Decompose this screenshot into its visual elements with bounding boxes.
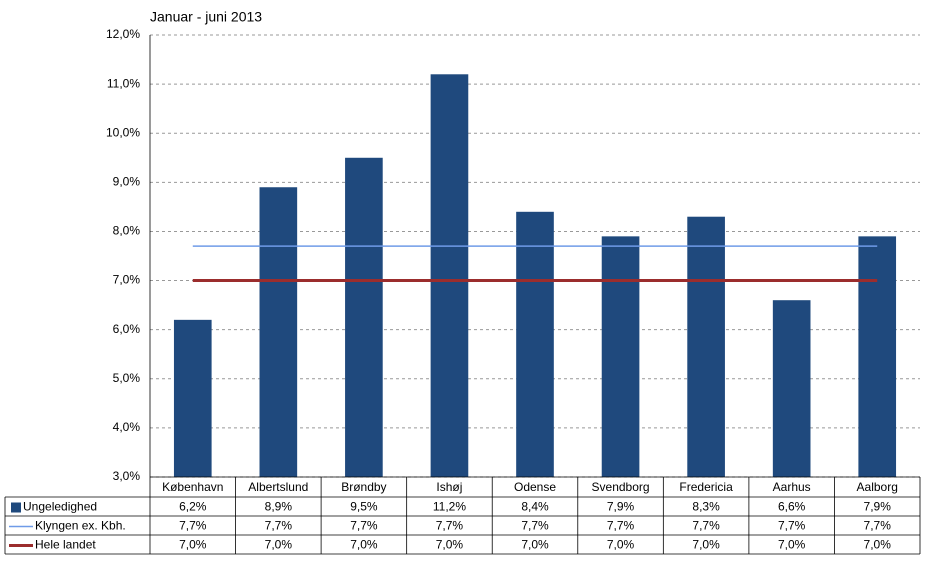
y-tick-label: 9,0% xyxy=(113,175,141,189)
legend-label: Hele landet xyxy=(35,538,96,552)
table-cell: 8,4% xyxy=(521,500,549,514)
table-cell: 9,5% xyxy=(350,500,378,514)
bar xyxy=(345,157,383,477)
table-cell: 7,7% xyxy=(864,519,892,533)
y-tick-label: 7,0% xyxy=(113,273,141,287)
table-cell: 7,7% xyxy=(179,519,207,533)
table-cell: 7,7% xyxy=(521,519,549,533)
table-cell: 7,0% xyxy=(436,538,464,552)
x-tick-label: Ishøj xyxy=(436,480,462,494)
table-cell: 7,7% xyxy=(692,519,720,533)
table-cell: 7,0% xyxy=(350,538,378,552)
table-cell: 7,0% xyxy=(521,538,549,552)
y-tick-label: 8,0% xyxy=(113,224,141,238)
legend-key xyxy=(11,502,21,513)
table-cell: 7,0% xyxy=(179,538,207,552)
x-tick-label: Brøndby xyxy=(341,480,386,494)
chart-title: Januar - juni 2013 xyxy=(150,9,262,25)
x-tick-label: Albertslund xyxy=(248,480,308,494)
table-cell: 8,3% xyxy=(692,500,720,514)
bar xyxy=(173,319,212,477)
table-cell: 7,0% xyxy=(607,538,635,552)
table-cell: 6,2% xyxy=(179,500,207,514)
x-tick-label: Fredericia xyxy=(679,480,733,494)
legend-label: Ungeledighed xyxy=(23,500,97,514)
x-tick-label: Aarhus xyxy=(773,480,811,494)
x-tick-label: Aalborg xyxy=(857,480,898,494)
table-cell: 7,9% xyxy=(864,500,892,514)
y-tick-label: 4,0% xyxy=(113,420,141,434)
bar xyxy=(516,211,554,478)
x-tick-label: Odense xyxy=(514,480,556,494)
y-tick-label: 6,0% xyxy=(113,322,141,336)
table-cell: 7,9% xyxy=(607,500,635,514)
table-cell: 6,6% xyxy=(778,500,806,514)
table-cell: 7,7% xyxy=(607,519,635,533)
table-cell: 11,2% xyxy=(433,500,466,514)
bar xyxy=(259,187,298,477)
x-tick-label: København xyxy=(162,480,223,494)
table-cell: 7,7% xyxy=(350,519,378,533)
y-tick-label: 10,0% xyxy=(106,125,140,139)
bar xyxy=(601,236,640,477)
bar xyxy=(687,216,725,477)
x-tick-label: Svendborg xyxy=(592,480,650,494)
table-cell: 7,0% xyxy=(692,538,720,552)
y-tick-label: 11,0% xyxy=(107,76,140,90)
bar xyxy=(858,236,897,477)
legend-label: Klyngen ex. Kbh. xyxy=(35,519,126,533)
table-cell: 8,9% xyxy=(265,500,293,514)
table-cell: 7,0% xyxy=(864,538,892,552)
table-cell: 7,0% xyxy=(265,538,293,552)
bar xyxy=(430,74,469,478)
y-tick-label: 12,0% xyxy=(106,27,140,41)
table-cell: 7,7% xyxy=(265,519,293,533)
y-tick-label: 5,0% xyxy=(113,371,141,385)
table-cell: 7,7% xyxy=(778,519,806,533)
y-tick-label: 3,0% xyxy=(113,469,141,483)
bar xyxy=(772,300,811,477)
table-cell: 7,0% xyxy=(778,538,806,552)
table-cell: 7,7% xyxy=(436,519,464,533)
